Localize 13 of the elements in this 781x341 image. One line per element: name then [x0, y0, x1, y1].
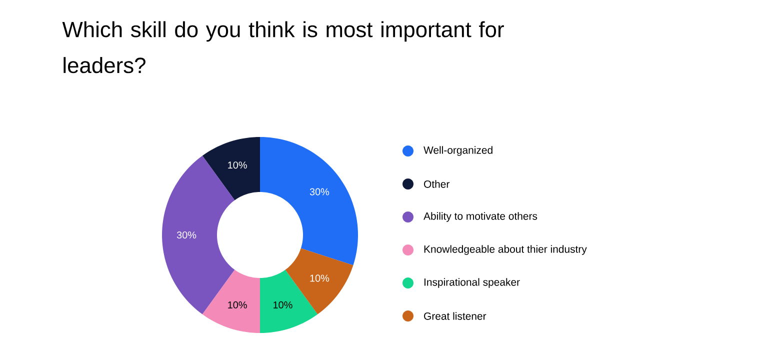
- legend-label: Well-organized: [424, 146, 492, 156]
- legend-label: Knowledgeable about thier industry: [424, 245, 587, 255]
- legend-label: Great listener: [424, 312, 486, 320]
- data-label: 10%: [310, 274, 330, 282]
- data-label: 10%: [274, 301, 292, 308]
- legend-label: Inspirational speaker: [424, 278, 520, 288]
- legend-label: Ability to motivate others: [424, 212, 538, 222]
- legend-label: Other: [424, 180, 450, 188]
- data-label: 30%: [310, 188, 330, 196]
- data-label: 30%: [176, 231, 196, 239]
- chart-title: Which skill do you think is most important for leaders?: [62, 21, 504, 74]
- data-label: 10%: [228, 162, 247, 169]
- data-label: 10%: [228, 301, 247, 308]
